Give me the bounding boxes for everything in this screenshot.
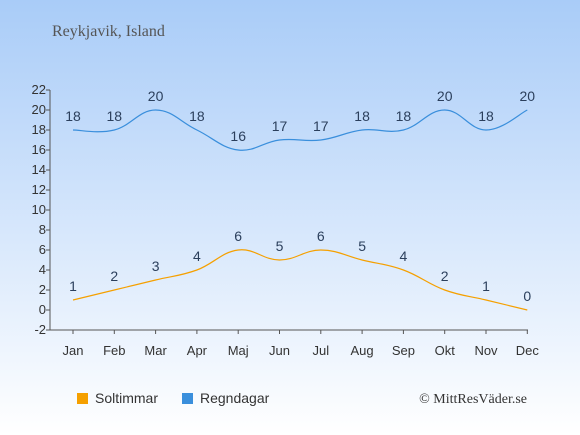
legend-swatch-regndagar — [182, 393, 193, 404]
y-tick-label: 4 — [39, 262, 46, 277]
legend-swatch-soltimmar — [77, 393, 88, 404]
data-label-soltimmar: 6 — [317, 228, 325, 244]
series-line-soltimmar — [72, 249, 528, 311]
y-tick-label: -2 — [34, 322, 46, 337]
data-label-regndagar: 18 — [354, 108, 370, 124]
y-tick-label: 16 — [32, 142, 46, 157]
data-label-regndagar: 17 — [272, 118, 288, 134]
y-tick-label: 18 — [32, 122, 46, 137]
y-tick-label: 2 — [39, 282, 46, 297]
location-title: Reykjavik, Island — [52, 23, 165, 40]
x-tick-label: Apr — [187, 343, 208, 358]
data-label-soltimmar: 0 — [523, 288, 531, 304]
x-tick-label: Maj — [228, 343, 249, 358]
data-label-regndagar: 17 — [313, 118, 329, 134]
data-label-soltimmar: 1 — [69, 278, 77, 294]
x-tick-label: Nov — [474, 343, 498, 358]
y-tick-label: 20 — [32, 102, 46, 117]
series-line-regndagar — [72, 109, 528, 151]
data-label-regndagar: 18 — [65, 108, 81, 124]
x-tick-label: Aug — [351, 343, 374, 358]
x-tick-label: Dec — [516, 343, 540, 358]
data-label-regndagar: 20 — [437, 88, 453, 104]
x-tick-label: Jul — [312, 343, 329, 358]
data-label-regndagar: 16 — [230, 128, 246, 144]
x-tick-label: Feb — [103, 343, 125, 358]
x-tick-label: Mar — [144, 343, 167, 358]
data-label-soltimmar: 1 — [482, 278, 490, 294]
legend: Soltimmar Regndagar — [77, 390, 270, 406]
data-label-regndagar: 18 — [189, 108, 205, 124]
y-tick-label: 6 — [39, 242, 46, 257]
data-label-soltimmar: 6 — [234, 228, 242, 244]
data-label-soltimmar: 3 — [152, 258, 160, 274]
data-label-regndagar: 20 — [148, 88, 164, 104]
data-label-soltimmar: 2 — [110, 268, 118, 284]
data-label-soltimmar: 5 — [276, 238, 284, 254]
data-label-soltimmar: 4 — [400, 248, 408, 264]
data-label-soltimmar: 5 — [358, 238, 366, 254]
data-label-regndagar: 18 — [107, 108, 123, 124]
data-label-regndagar: 18 — [478, 108, 494, 124]
x-tick-label: Okt — [435, 343, 456, 358]
y-tick-label: 14 — [32, 162, 46, 177]
data-label-soltimmar: 2 — [441, 268, 449, 284]
y-tick-label: 0 — [39, 302, 46, 317]
legend-label-regndagar: Regndagar — [200, 390, 270, 406]
x-tick-label: Jan — [63, 343, 84, 358]
data-label-regndagar: 20 — [520, 88, 536, 104]
x-tick-label: Jun — [269, 343, 290, 358]
data-label-regndagar: 18 — [396, 108, 412, 124]
credit-text: © MittResVäder.se — [419, 392, 527, 407]
y-tick-label: 22 — [32, 82, 46, 97]
legend-label-soltimmar: Soltimmar — [95, 390, 158, 406]
x-tick-label: Sep — [392, 343, 415, 358]
y-tick-label: 12 — [32, 182, 46, 197]
data-label-soltimmar: 4 — [193, 248, 201, 264]
series-layer: 1 2 3 4 6 5 6 5 4 2 1 0 18 18 20 18 16 17 17 18 18 20 18 20 — [65, 88, 536, 311]
y-tick-label: 10 — [32, 202, 46, 217]
y-tick-label: 8 — [39, 222, 46, 237]
